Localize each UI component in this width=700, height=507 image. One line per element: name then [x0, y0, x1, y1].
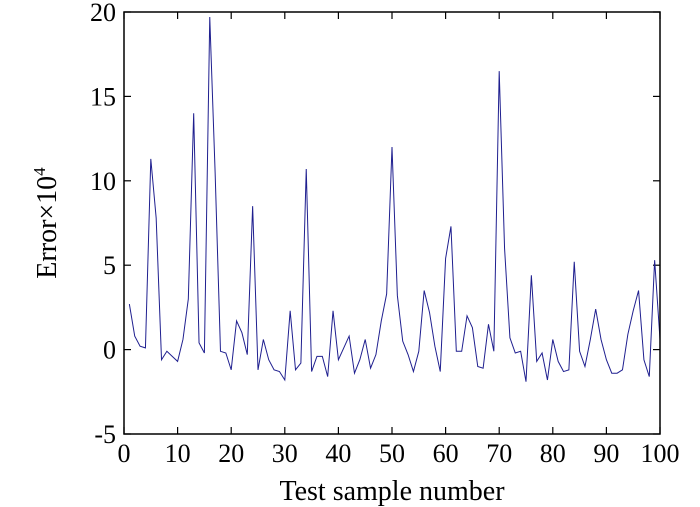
x-tick-label: 60: [433, 439, 459, 468]
error-series-line: [128, 17, 661, 382]
y-axis-title: Error×104: [30, 167, 63, 279]
y-tick-label: 10: [90, 167, 116, 196]
x-tick-label: 90: [593, 439, 619, 468]
y-axis-title-exponent: 4: [30, 167, 49, 176]
x-tick-label: 50: [379, 439, 405, 468]
x-tick-label: 20: [218, 439, 244, 468]
y-tick-label: 20: [90, 0, 116, 27]
x-axis-title: Test sample number: [279, 476, 505, 507]
x-tick-label: 10: [165, 439, 191, 468]
x-tick-label: 40: [325, 439, 351, 468]
x-tick-label: 30: [272, 439, 298, 468]
x-tick-label: 80: [540, 439, 566, 468]
y-tick-label: -5: [94, 420, 116, 449]
y-axis-title-base: Error×10: [32, 176, 63, 279]
y-tick-label: 0: [103, 336, 116, 365]
y-tick-label: 5: [103, 251, 116, 280]
plot-frame: [123, 11, 661, 435]
x-tick-label: 70: [486, 439, 512, 468]
y-tick-label: 15: [90, 82, 116, 111]
x-tick-label: 0: [118, 439, 131, 468]
x-tick-label: 100: [641, 439, 680, 468]
axis-ticks: [123, 11, 661, 435]
